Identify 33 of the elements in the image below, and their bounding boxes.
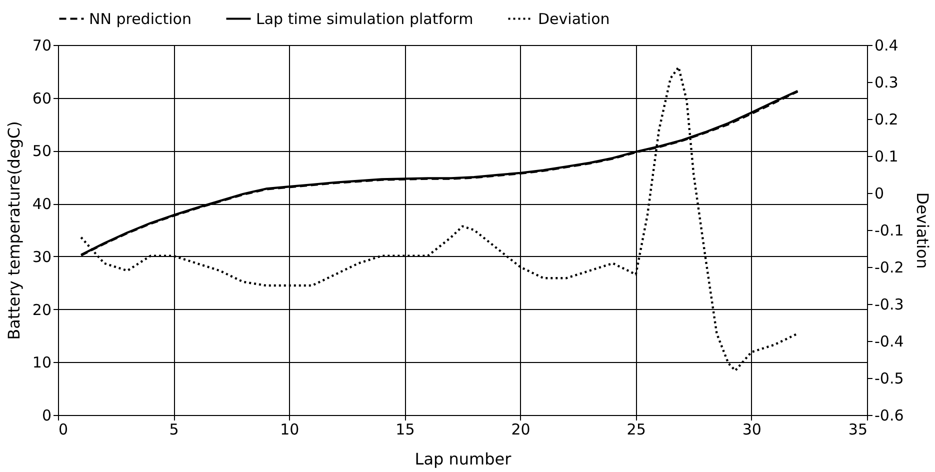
y-axis-title: Battery temperature(degC) (4, 121, 24, 340)
y2-tick-label: -0.3 (874, 296, 904, 314)
x-tick-label: 15 (396, 420, 415, 438)
y2-axis-title: Deviation (912, 192, 932, 269)
y2-tick-label: 0.4 (874, 36, 898, 54)
x-axis-title: Lap number (414, 450, 512, 468)
x-tick-label: 30 (742, 420, 762, 438)
y2-tick-label: 0.1 (874, 148, 898, 166)
y2-tick-label: -0.4 (874, 332, 904, 350)
x-tick-label: 35 (848, 420, 868, 438)
y-tick-label: 70 (32, 36, 52, 54)
x-tick-label: 20 (511, 420, 530, 438)
y2-tick-label: -0.1 (874, 222, 904, 240)
y-tick-label: 30 (32, 248, 52, 266)
y2-tick-label: 0.3 (874, 74, 898, 92)
x-tick-label: 5 (169, 420, 179, 438)
x-tick-label: 0 (58, 420, 68, 438)
y2-tick-label: -0.6 (874, 406, 904, 424)
y2-tick-label: 0.2 (874, 110, 898, 128)
y-tick-label: 40 (32, 195, 52, 214)
y2-tick-label: -0.2 (874, 258, 904, 276)
y2-tick-label: -0.5 (874, 370, 904, 388)
y-tick-label: 60 (32, 89, 52, 108)
y-tick-label: 20 (32, 300, 52, 319)
y-tick-label: 50 (32, 142, 52, 160)
x-tick-label: 10 (280, 420, 300, 438)
y-tick-label: 0 (42, 406, 52, 424)
legend-label: NN prediction (89, 10, 192, 28)
y-tick-label: 10 (32, 354, 52, 372)
legend-label: Lap time simulation platform (256, 10, 474, 28)
x-tick-label: 25 (626, 420, 646, 438)
y2-tick-label: 0 (874, 184, 884, 202)
legend-label: Deviation (538, 10, 610, 28)
